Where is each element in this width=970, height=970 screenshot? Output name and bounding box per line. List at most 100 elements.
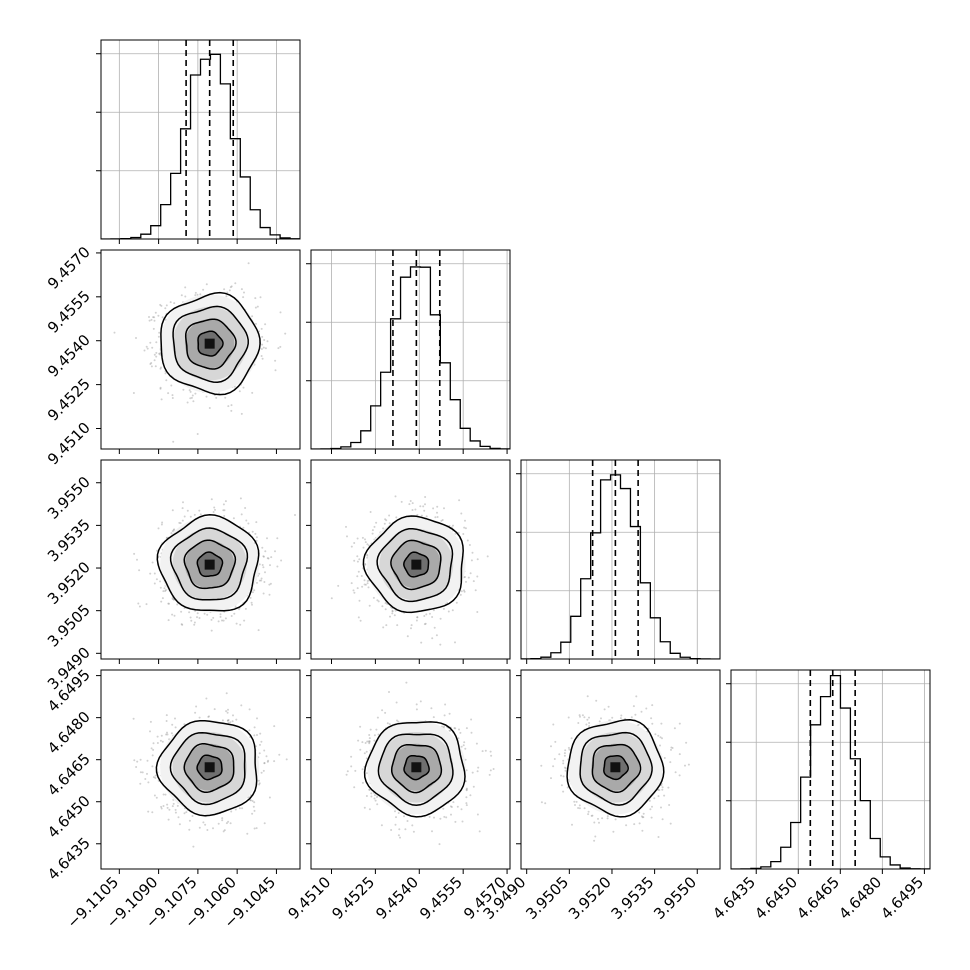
y-tick-label: 4.6480: [44, 708, 94, 758]
sample-point: [133, 552, 136, 555]
sample-point: [194, 291, 197, 294]
sample-point: [395, 701, 398, 704]
scatter-panel-3-2: [306, 459, 511, 664]
sample-point: [637, 723, 640, 726]
sample-point: [238, 608, 241, 611]
sample-point: [663, 757, 666, 759]
sample-point: [225, 710, 228, 713]
sample-point: [587, 813, 590, 816]
sample-point: [460, 808, 463, 811]
sample-point: [251, 530, 254, 533]
sample-point: [443, 725, 445, 728]
sample-point: [684, 764, 686, 767]
sample-point: [462, 744, 465, 747]
sample-point: [153, 316, 156, 319]
sample-point: [471, 771, 474, 774]
y-tick-label: 3.9550: [44, 473, 94, 523]
sample-point: [253, 726, 256, 729]
sample-point: [169, 301, 172, 304]
sample-point: [356, 560, 359, 563]
sample-point: [363, 583, 366, 586]
sample-point: [465, 787, 468, 790]
sample-point: [465, 802, 468, 805]
contour-line: [196, 754, 223, 781]
scatter-panel-3-1: [96, 459, 301, 664]
sample-point: [606, 815, 609, 818]
sample-point: [162, 590, 165, 593]
y-tick-label: 9.4510: [44, 419, 94, 469]
sample-point: [464, 519, 466, 522]
sample-point: [471, 551, 474, 554]
sample-point: [651, 704, 654, 707]
sample-point: [364, 541, 367, 544]
sample-point: [230, 810, 233, 813]
sample-point: [255, 322, 257, 325]
sample-point: [370, 795, 373, 798]
sample-point: [198, 826, 201, 829]
sample-point: [247, 262, 250, 265]
sample-point: [678, 774, 681, 777]
sample-point: [171, 397, 174, 399]
sample-point: [259, 743, 261, 746]
sample-point: [449, 805, 452, 808]
sample-point: [678, 722, 681, 725]
contour-line: [603, 755, 629, 781]
sample-point: [489, 750, 492, 753]
sample-point: [488, 773, 491, 776]
sample-point: [251, 315, 254, 318]
sample-point: [673, 727, 676, 730]
sample-point: [262, 592, 265, 595]
sample-point: [242, 386, 245, 389]
sample-point: [382, 626, 385, 629]
sample-point: [465, 796, 468, 799]
sample-point: [194, 711, 197, 714]
sample-point: [230, 404, 233, 407]
sample-point: [456, 805, 459, 808]
density-peak: [411, 559, 422, 570]
sample-point: [214, 508, 216, 511]
sample-point: [361, 768, 364, 771]
sample-point: [155, 796, 158, 799]
sample-point: [356, 575, 359, 578]
sample-point: [190, 619, 193, 622]
sample-point: [419, 505, 422, 508]
sample-point: [151, 765, 154, 768]
sample-point: [172, 440, 175, 443]
sample-point: [180, 610, 183, 613]
sample-point: [224, 500, 227, 503]
sample-point: [597, 817, 599, 820]
y-tick-label: 3.9535: [44, 515, 94, 565]
sample-point: [196, 612, 199, 615]
contour-line: [591, 743, 642, 794]
sample-point: [667, 786, 670, 789]
sample-point: [416, 616, 419, 619]
sample-point: [612, 830, 615, 833]
sample-point: [461, 820, 464, 823]
sample-point: [353, 786, 356, 789]
sample-point: [208, 715, 210, 718]
histogram-panel-1: [96, 39, 301, 244]
sample-point: [244, 507, 247, 509]
x-tick-label: 9.4510: [284, 873, 334, 923]
sample-point: [337, 584, 340, 587]
sample-point: [454, 727, 457, 730]
sample-point: [423, 623, 426, 626]
sample-point: [448, 729, 451, 732]
sample-point: [424, 503, 426, 506]
sample-point: [433, 626, 436, 629]
sample-point: [641, 829, 644, 832]
sample-point: [376, 716, 379, 719]
sample-point: [231, 720, 234, 723]
sample-point: [154, 365, 157, 368]
sample-point: [366, 543, 369, 546]
sample-point: [388, 723, 391, 726]
sample-point: [143, 349, 146, 352]
sample-point: [159, 367, 162, 370]
sample-point: [273, 725, 276, 728]
sample-point: [202, 288, 205, 291]
sample-point: [150, 362, 153, 364]
sample-point: [232, 714, 234, 717]
sample-point: [223, 509, 226, 512]
contour-line: [184, 318, 237, 370]
